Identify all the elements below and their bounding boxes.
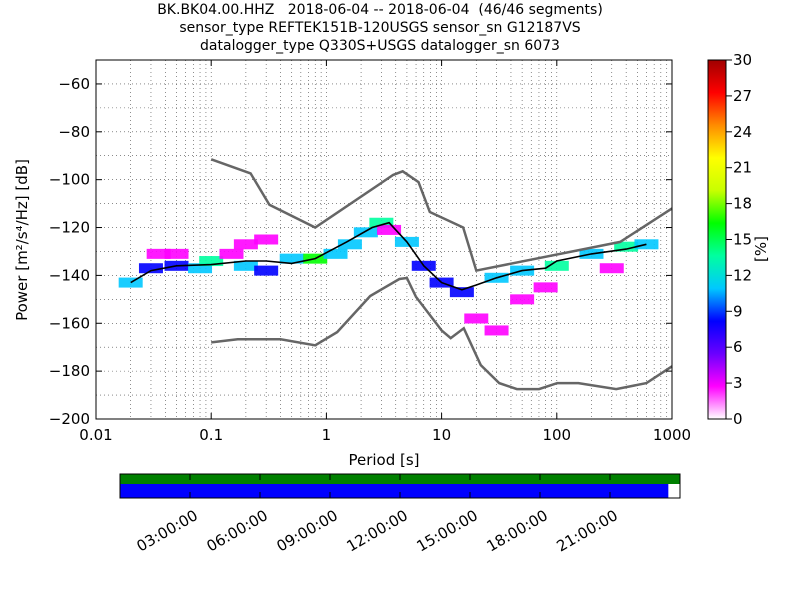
density-cell: [369, 217, 394, 228]
density-cell: [254, 234, 279, 245]
chart-title-line-3: datalogger_type Q330S+USGS datalogger_sn…: [200, 38, 560, 54]
chart-title-line-1: BK.BK04.00.HHZ 2018-06-04 -- 2018-06-04 …: [157, 2, 603, 18]
density-cell: [377, 224, 402, 235]
reference-lines: [130, 158, 673, 391]
density-cell: [337, 239, 362, 250]
ppsd-low-line: [211, 276, 673, 391]
colorbar-tick-label: 6: [733, 338, 743, 356]
y-tick-label: −140: [49, 266, 90, 284]
colorbar-tick-label: 27: [733, 87, 752, 105]
density-cell: [634, 239, 659, 250]
colorbar-ticks: 0 3 6 9 12 15 18 21 24 27 30: [726, 51, 752, 428]
density-cell: [254, 265, 279, 276]
colorbar: [707, 59, 727, 420]
density-cell: [510, 294, 535, 305]
y-tick-label: −100: [49, 171, 90, 189]
timeline-frame: [119, 473, 681, 499]
timeline-bars: [120, 474, 680, 498]
x-tick-label: 1000: [653, 426, 691, 444]
y-tick-label: −120: [49, 219, 90, 237]
colorbar-tick-label: 12: [733, 266, 752, 284]
colorbar-label: [%]: [751, 236, 770, 262]
density-cell: [219, 248, 244, 259]
y-tick-label: −160: [49, 314, 90, 332]
density-cell: [233, 239, 258, 250]
density-cell: [533, 282, 558, 293]
colorbar-tick-label: 15: [733, 231, 752, 249]
density-cell: [353, 227, 378, 238]
density-cell: [464, 313, 489, 324]
x-axis-ticks: 0.01 0.1 1 10 100 1000: [79, 60, 691, 444]
colorbar-tick-label: 30: [733, 51, 752, 69]
y-axis-ticks: −60 −80 −100 −120 −140 −160 −180 −200: [49, 75, 672, 428]
y-tick-label: −60: [58, 75, 90, 93]
density-cell: [233, 260, 258, 271]
density-cell: [188, 263, 213, 274]
density-cell: [614, 241, 639, 252]
grid-lines: [96, 60, 672, 419]
density-cell: [599, 263, 624, 274]
x-tick-label: 0.1: [199, 426, 223, 444]
colorbar-tick-label: 9: [733, 302, 743, 320]
ppsd-mode-line: [130, 221, 647, 291]
density-cell: [544, 260, 569, 271]
ppsd-high-line: [210, 158, 673, 273]
colorbar-tick-label: 24: [733, 123, 752, 141]
density-cell: [118, 277, 143, 288]
density-cell: [138, 263, 163, 274]
y-tick-label: −80: [58, 123, 90, 141]
colorbar-tick-label: 0: [733, 410, 743, 428]
density-cell: [164, 248, 189, 259]
chart-title-line-2: sensor_type REFTEK151B-120USGS sensor_sn…: [179, 20, 581, 36]
x-tick-label: 1: [322, 426, 332, 444]
x-tick-label: 10: [432, 426, 451, 444]
x-tick-label: 100: [542, 426, 571, 444]
density-cell: [146, 248, 171, 259]
y-tick-label: −180: [49, 362, 90, 380]
density-heatmap: [118, 217, 659, 336]
density-cell: [449, 287, 474, 298]
y-axis-label: Power [m²/s⁴/Hz] [dB]: [13, 159, 31, 321]
density-cell: [279, 253, 304, 264]
x-tick-label: 0.01: [79, 426, 112, 444]
colorbar-tick-label: 21: [733, 159, 752, 177]
colorbar-tick-label: 18: [733, 195, 752, 213]
density-cell: [323, 248, 348, 259]
timeline-track: [120, 484, 669, 498]
y-tick-label: −200: [49, 410, 90, 428]
colorbar-tick-label: 3: [733, 374, 743, 392]
plot-frame: [95, 59, 673, 420]
x-axis-label: Period [s]: [348, 451, 419, 469]
density-cell: [199, 256, 224, 267]
density-cell: [484, 325, 509, 336]
